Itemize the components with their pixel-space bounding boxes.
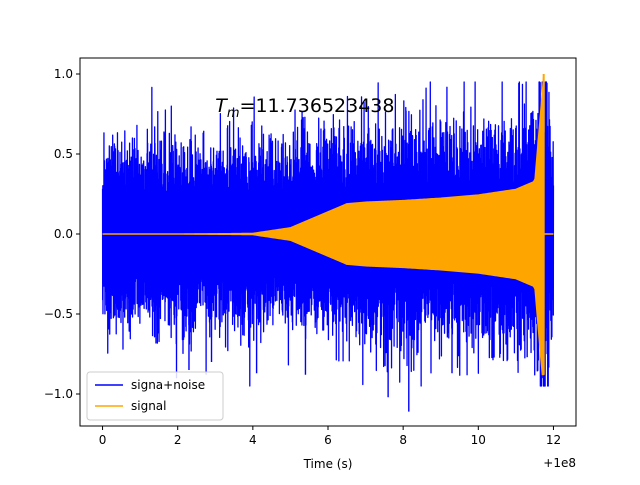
signal-series-layer xyxy=(102,73,554,376)
legend: signa+noise signal xyxy=(86,371,224,421)
x-tick-label-4: 8 xyxy=(399,433,407,447)
annotation-subscript: m xyxy=(227,106,240,121)
legend-box xyxy=(86,371,224,421)
legend-label-signa-noise: signa+noise xyxy=(131,378,205,392)
noise-series-line xyxy=(101,81,555,387)
y-tick-label-4: 1.0 xyxy=(54,67,73,81)
x-tick-label-3: 6 xyxy=(324,433,332,447)
annotation-value: =11.736523438 xyxy=(240,95,395,117)
y-tick-label-3: 0.5 xyxy=(54,147,73,161)
legend-label-signal: signal xyxy=(131,399,167,413)
y-tick-label-2: 0.0 xyxy=(54,227,73,241)
x-axis-offset-label: +1e8 xyxy=(543,456,576,470)
y-tick-label-0: −1.0 xyxy=(44,387,73,401)
x-axis-label: Time (s) xyxy=(303,457,353,471)
x-tick-label-6: 12 xyxy=(546,433,561,447)
x-tick-label-5: 10 xyxy=(471,433,486,447)
x-tick-label-0: 0 xyxy=(99,433,107,447)
x-tick-label-2: 4 xyxy=(249,433,257,447)
x-axis-ticks: 0 2 4 6 8 10 12 xyxy=(99,426,561,447)
y-axis-ticks: −1.0 −0.5 0.0 0.5 1.0 xyxy=(44,67,80,401)
annotation-symbol: T xyxy=(215,95,228,117)
x-tick-label-1: 2 xyxy=(174,433,182,447)
plot-area xyxy=(101,73,555,412)
y-tick-label-1: −0.5 xyxy=(44,307,73,321)
tm-annotation: Tm=11.736523438 xyxy=(215,95,394,121)
